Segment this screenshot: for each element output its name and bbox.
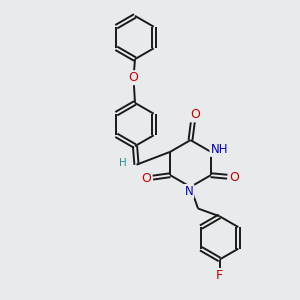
Text: N: N [184,185,194,198]
Text: O: O [129,71,138,84]
Text: H: H [119,158,127,168]
Text: F: F [216,269,223,282]
Text: NH: NH [210,143,228,156]
Text: O: O [141,172,151,185]
Text: O: O [190,108,200,122]
Text: O: O [229,171,239,184]
